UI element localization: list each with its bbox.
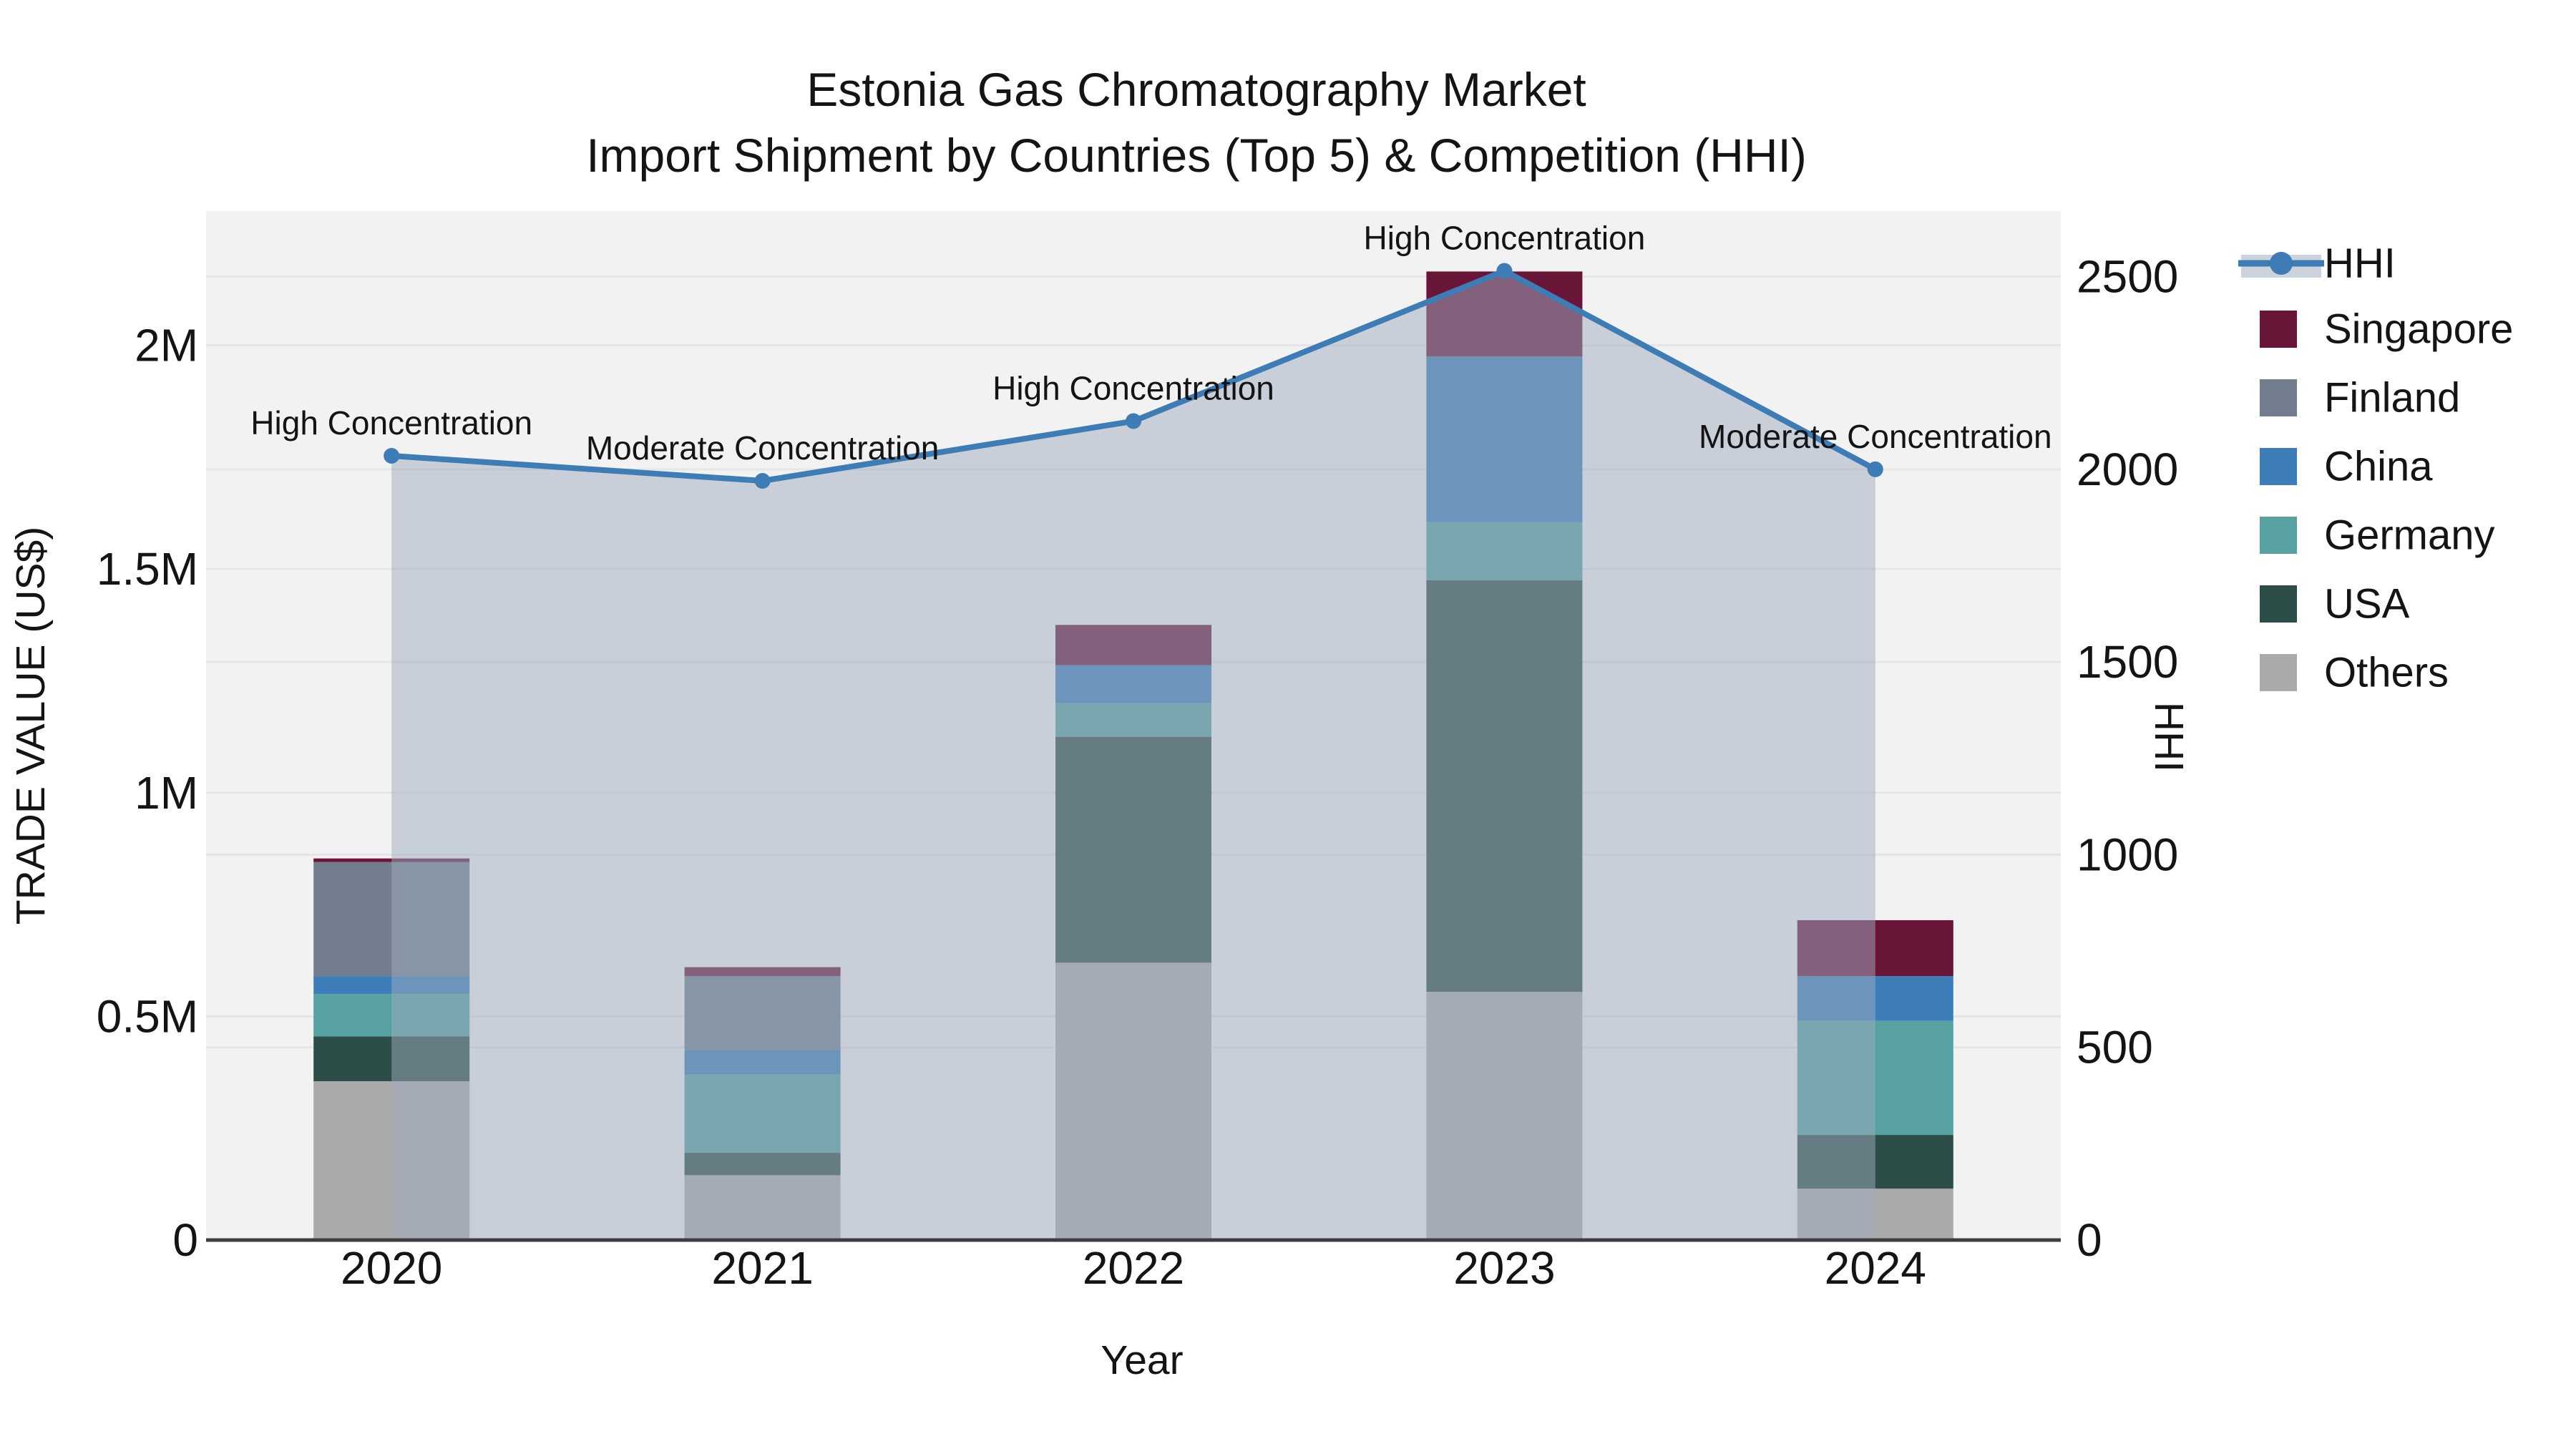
legend-swatch-china [2260, 448, 2297, 485]
right-tick-label: 0 [2077, 1214, 2102, 1266]
legend-swatch-others [2260, 654, 2297, 691]
x-tick-label-2020: 2020 [341, 1242, 442, 1294]
hhi-marker-2022 [1126, 413, 1141, 429]
legend-item-germany: Germany [2260, 512, 2495, 559]
legend-item-usa: USA [2260, 581, 2410, 628]
left-tick-label: 1M [135, 767, 198, 819]
right-tick-label: 2000 [2077, 444, 2178, 495]
legend-label-others: Others [2324, 650, 2449, 696]
legend-item-finland: Finland [2260, 375, 2460, 421]
legend-item-others: Others [2260, 650, 2449, 696]
annotation-2022: High Concentration [992, 370, 1274, 407]
hhi-marker-2023 [1496, 263, 1513, 279]
legend-item-hhi: HHI [2238, 240, 2396, 287]
title-line-1: Estonia Gas Chromatography Market [806, 63, 1586, 116]
legend-label-hhi: HHI [2324, 240, 2396, 287]
legend: HHI Singapore Finland China Germany USA Others [2238, 240, 2513, 696]
legend-label-china: China [2324, 444, 2433, 490]
right-tick-label: 2500 [2077, 251, 2178, 303]
left-tick-label: 2M [135, 320, 198, 371]
legend-item-singapore: Singapore [2260, 306, 2513, 353]
right-tick-label: 1000 [2077, 829, 2178, 880]
annotation-2020: High Concentration [250, 404, 532, 441]
x-axis-title: Year [1101, 1337, 1183, 1383]
x-tick-label-2021: 2021 [711, 1242, 813, 1294]
hhi-marker-2020 [384, 447, 400, 464]
hhi-legend-marker [2270, 252, 2293, 275]
hhi-marker-2021 [754, 473, 771, 489]
title-line-2: Import Shipment by Countries (Top 5) & C… [586, 129, 1807, 182]
legend-label-finland: Finland [2324, 375, 2460, 421]
hhi-marker-2024 [1867, 461, 1883, 477]
right-tick-label: 1500 [2077, 636, 2178, 688]
tick-labels: 0 0.5M 1M 1.5M 2M 0 500 1000 1500 2000 2500 2020 202… [97, 251, 2179, 1294]
right-y-axis-title: HHI [2146, 702, 2192, 772]
x-tick-label-2022: 2022 [1083, 1242, 1184, 1294]
x-tick-label-2024: 2024 [1825, 1242, 1926, 1294]
left-tick-label: 1.5M [97, 543, 198, 595]
x-tick-label-2023: 2023 [1453, 1242, 1555, 1294]
left-tick-label: 0 [172, 1214, 198, 1266]
legend-swatch-singapore [2260, 311, 2297, 348]
right-tick-label: 500 [2077, 1022, 2153, 1073]
legend-swatch-usa [2260, 585, 2297, 623]
legend-label-germany: Germany [2324, 512, 2495, 559]
chart-title: Estonia Gas Chromatography Market Import… [586, 63, 1807, 182]
hhi-area-fill [391, 270, 1875, 1241]
legend-label-singapore: Singapore [2324, 306, 2513, 353]
legend-label-usa: USA [2324, 581, 2410, 628]
left-tick-label: 0.5M [97, 990, 198, 1042]
left-y-axis-title: TRADE VALUE (US$) [8, 527, 54, 924]
annotation-2021: Moderate Concentration [586, 429, 940, 467]
annotation-2023: High Concentration [1364, 219, 1646, 256]
legend-swatch-germany [2260, 517, 2297, 554]
legend-item-china: China [2260, 444, 2433, 490]
legend-swatch-finland [2260, 379, 2297, 416]
annotation-2024: Moderate Concentration [1699, 418, 2052, 455]
